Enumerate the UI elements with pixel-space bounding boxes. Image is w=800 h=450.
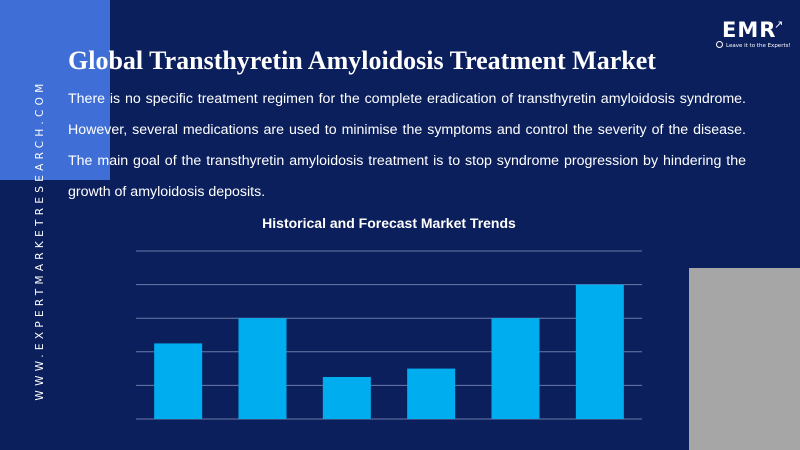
page-title: Global Transthyretin Amyloidosis Treatme… xyxy=(68,46,656,75)
arrow-up-right-icon: ↗ xyxy=(774,19,784,31)
bar-5 xyxy=(491,318,540,419)
accent-block-blue xyxy=(0,0,110,180)
logo-text: EMR xyxy=(722,18,777,42)
bar-3 xyxy=(322,377,371,419)
logo-tagline: Leave it to the Experts! xyxy=(726,43,791,49)
accent-block-gray xyxy=(689,268,800,450)
bar-6 xyxy=(575,284,624,419)
description-paragraph: There is no specific treatment regimen f… xyxy=(68,91,746,200)
emr-logo[interactable]: EMR ↗ Leave it to the Experts! xyxy=(716,18,791,54)
bar-4 xyxy=(407,368,456,419)
bar-1 xyxy=(154,343,203,419)
logo-dot-icon xyxy=(716,41,723,48)
chart-title: Historical and Forecast Market Trends xyxy=(262,215,516,231)
bar-2 xyxy=(238,318,287,419)
